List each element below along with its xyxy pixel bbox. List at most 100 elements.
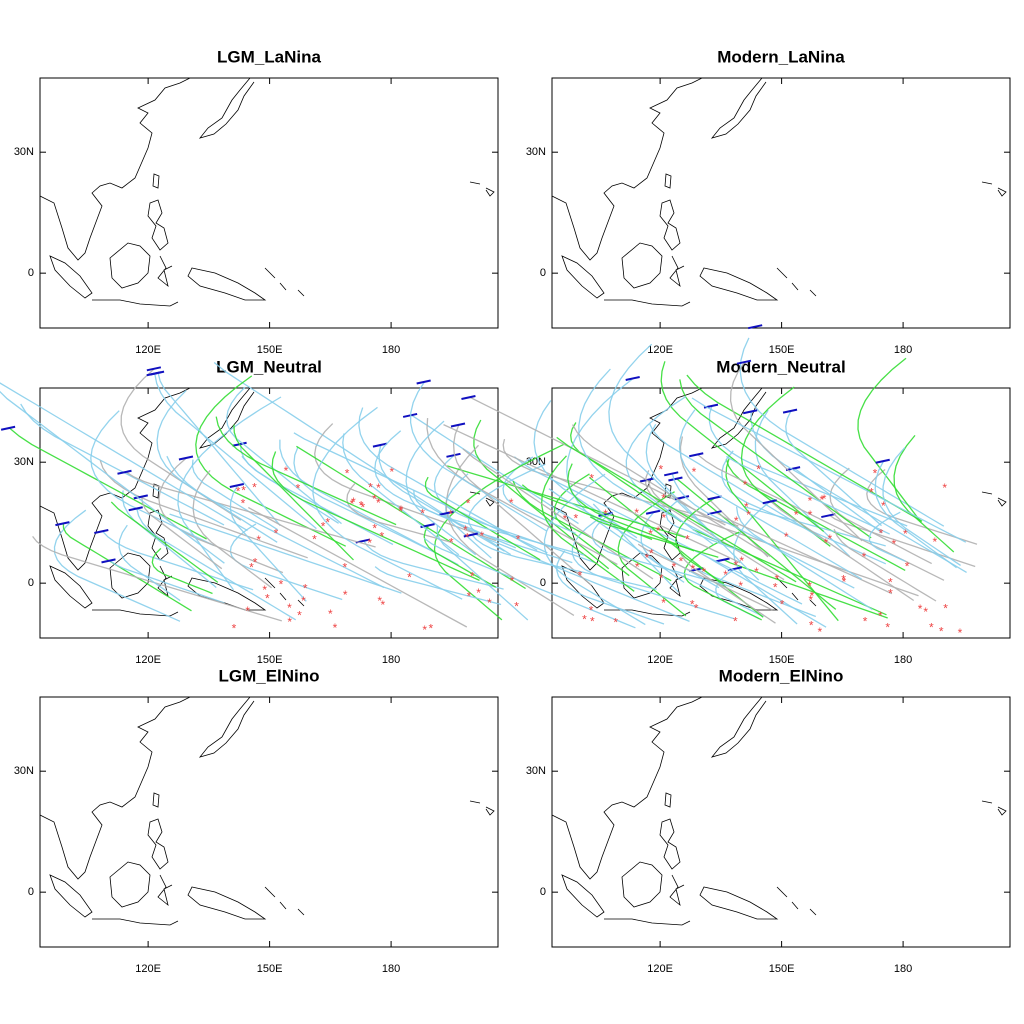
genesis-marker: *: [360, 501, 365, 515]
genesis-marker: *: [476, 586, 481, 600]
intense-segment: [461, 394, 476, 400]
storm-track: [735, 506, 873, 611]
storm-track: [739, 337, 945, 527]
storm-track: [893, 434, 955, 553]
storm-track: [572, 424, 771, 557]
storm-track: [608, 343, 710, 532]
storm-track: [485, 537, 690, 623]
genesis-marker: *: [808, 494, 813, 508]
genesis-marker: *: [420, 507, 425, 521]
storm-track: [512, 480, 672, 582]
storm-track: [151, 547, 213, 595]
storm-track: [502, 438, 739, 527]
genesis-marker: *: [746, 508, 751, 522]
y-tick-label: 30N: [14, 765, 34, 777]
storm-track: [637, 543, 773, 611]
storm-track: [374, 430, 517, 549]
y-tick-label: 30N: [14, 456, 34, 468]
map-panel: LGM_ElNino 120E 150E 180 0 30N: [14, 666, 499, 975]
intense-segment: [821, 513, 836, 519]
genesis-marker: *: [649, 546, 654, 560]
intense-segment: [742, 409, 758, 415]
genesis-marker: *: [589, 471, 594, 485]
storm-track: [502, 456, 576, 534]
intense-segment: [372, 442, 388, 448]
genesis-marker: *: [449, 536, 454, 550]
storm-track: [409, 381, 547, 532]
genesis-marker: *: [661, 511, 666, 525]
genesis-marker: *: [297, 609, 302, 623]
genesis-marker: *: [739, 554, 744, 568]
genesis-marker: *: [376, 481, 381, 495]
intense-segment: [668, 476, 683, 482]
storm-track: [750, 411, 967, 573]
x-tick-label: 120E: [135, 963, 161, 975]
storm-track: [166, 455, 385, 589]
storm-track: [462, 448, 654, 580]
intense-segment: [128, 506, 143, 512]
storm-track: [109, 559, 225, 604]
x-tick-label: 120E: [647, 963, 673, 975]
genesis-marker: *: [279, 577, 284, 591]
x-tick-label: 120E: [647, 344, 673, 356]
storm-track: [229, 523, 343, 601]
storm-track: [410, 414, 579, 525]
genesis-marker: *: [578, 569, 583, 583]
genesis-marker: *: [274, 527, 279, 541]
genesis-marker: *: [863, 615, 868, 629]
x-tick-label: 150E: [769, 344, 795, 356]
intense-segment: [736, 359, 752, 365]
genesis-marker: *: [241, 497, 246, 511]
genesis-marker: *: [368, 481, 373, 495]
genesis-marker: *: [808, 593, 813, 607]
genesis-marker: *: [399, 503, 404, 517]
genesis-marker: *: [756, 462, 761, 476]
genesis-marker: *: [407, 570, 412, 584]
genesis-marker: *: [754, 565, 759, 579]
storm-track: [665, 496, 741, 552]
storm-track: [436, 525, 529, 621]
storm-track: [729, 361, 863, 542]
panel-title: Modern_LaNina: [717, 47, 845, 66]
intense-segment: [229, 483, 245, 488]
genesis-marker: *: [232, 622, 237, 636]
map-panel: Modern_LaNina 120E 150E 180 0 30N: [526, 47, 1011, 356]
genesis-marker: *: [351, 495, 356, 509]
genesis-marker: *: [841, 572, 846, 586]
genesis-marker: *: [359, 498, 364, 512]
panel-frame: [551, 77, 1011, 329]
genesis-marker: *: [635, 560, 640, 574]
genesis-marker: *: [287, 601, 292, 615]
genesis-marker: *: [842, 575, 847, 589]
genesis-marker: *: [287, 615, 292, 629]
genesis-marker: *: [510, 574, 515, 588]
storm-track: [191, 459, 279, 531]
genesis-marker: *: [923, 605, 928, 619]
map-panel: Modern_ElNino 120E 150E 180 0 30N: [526, 666, 1011, 975]
intense-segment: [707, 495, 722, 501]
intense-segment: [645, 509, 661, 515]
coastline: [39, 77, 495, 307]
genesis-marker: *: [480, 529, 485, 543]
y-tick-label: 30N: [526, 146, 546, 158]
genesis-marker: *: [380, 530, 385, 544]
y-tick-label: 0: [28, 577, 34, 589]
storm-track: [660, 361, 825, 533]
storm-track: [433, 454, 595, 563]
genesis-marker: *: [563, 512, 568, 526]
storm-track: [293, 432, 548, 554]
storm-track: [445, 444, 575, 616]
storm-track: [675, 477, 837, 610]
genesis-marker: *: [942, 481, 947, 495]
storm-track: [726, 455, 890, 535]
storm-track: [592, 503, 679, 593]
genesis-marker: *: [265, 591, 270, 605]
storm-track: [110, 501, 219, 583]
genesis-marker: *: [303, 581, 308, 595]
storm-track: [293, 446, 435, 553]
x-tick-label: 120E: [647, 654, 673, 666]
panel-title: Modern_Neutral: [716, 357, 845, 376]
genesis-marker: *: [918, 602, 923, 616]
genesis-marker: *: [809, 619, 814, 633]
